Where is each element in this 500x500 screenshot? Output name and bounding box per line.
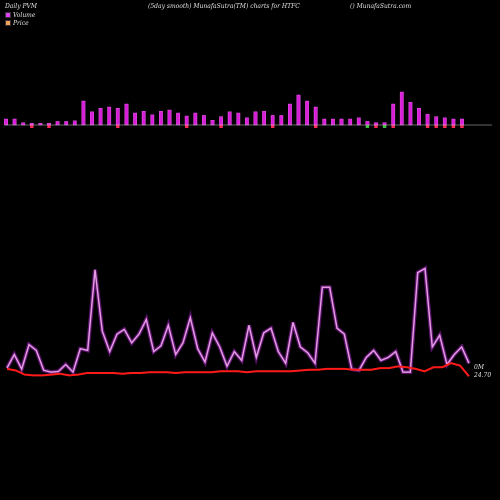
volume-bar bbox=[356, 117, 361, 126]
volume-bar bbox=[408, 101, 413, 126]
volume-bar bbox=[193, 112, 198, 126]
last-price-label: 24.70 bbox=[473, 372, 491, 379]
volume-bar bbox=[288, 103, 292, 126]
legend-label-volume: Volume bbox=[13, 11, 36, 19]
legend-label-price: Price bbox=[13, 19, 29, 27]
volume-bar bbox=[150, 114, 155, 126]
volume-bar-below bbox=[374, 125, 378, 128]
volume-bar bbox=[210, 119, 215, 126]
volume-bar bbox=[219, 116, 223, 126]
volume-bar bbox=[322, 118, 327, 126]
volume-bar-below bbox=[382, 125, 387, 128]
volume-bar-below bbox=[116, 125, 120, 128]
volume-bar bbox=[64, 121, 69, 126]
volume-bars bbox=[4, 91, 464, 128]
chart-title: (5day smooth) MunafaSutra(TM) charts for… bbox=[148, 3, 300, 10]
volume-bar-below bbox=[185, 125, 189, 128]
volume-bar-below bbox=[443, 125, 447, 128]
volume-bar bbox=[115, 107, 120, 126]
volume-bar bbox=[107, 106, 112, 126]
site-credit: () MunafaSutra.com bbox=[350, 3, 412, 10]
volume-bar bbox=[442, 117, 447, 126]
volume-bar bbox=[331, 118, 335, 126]
legend-swatch-price bbox=[5, 20, 11, 26]
volume-bar bbox=[55, 121, 60, 126]
price-line bbox=[6, 362, 470, 377]
volume-bar bbox=[124, 103, 129, 126]
volume-bar bbox=[382, 122, 387, 126]
volume-bar bbox=[90, 111, 94, 126]
volume-bar bbox=[133, 112, 137, 126]
volume-bar-below bbox=[314, 125, 318, 128]
volume-bar-below bbox=[271, 125, 275, 128]
volume-bar bbox=[305, 100, 309, 126]
volume-bar bbox=[296, 94, 301, 126]
volume-bar bbox=[176, 112, 180, 126]
volume-bar bbox=[434, 116, 439, 126]
volume-bar-below bbox=[365, 125, 370, 128]
pvm-line bbox=[6, 267, 470, 374]
legend: Volume Price bbox=[5, 11, 35, 27]
volume-bar bbox=[141, 110, 146, 126]
volume-bar bbox=[279, 115, 284, 126]
volume-bar bbox=[4, 118, 8, 126]
volume-bar-below bbox=[30, 125, 34, 128]
volume-bar-below bbox=[434, 125, 438, 128]
volume-bar-below bbox=[47, 125, 51, 128]
volume-bar bbox=[253, 111, 258, 126]
volume-bar-below bbox=[451, 125, 456, 128]
volume-bar bbox=[227, 111, 232, 126]
volume-bar bbox=[270, 115, 275, 126]
volume-bar bbox=[451, 118, 456, 126]
volume-scale-label: 0M bbox=[474, 364, 485, 371]
volume-bar bbox=[184, 115, 189, 126]
volume-bar-below bbox=[219, 125, 223, 128]
volume-bar bbox=[244, 117, 249, 126]
volume-bar bbox=[167, 109, 172, 126]
volume-bar bbox=[339, 118, 344, 126]
volume-bar bbox=[391, 103, 396, 126]
legend-item-volume: Volume bbox=[5, 11, 35, 19]
volume-bar bbox=[12, 118, 17, 126]
volume-bar bbox=[460, 118, 464, 126]
volume-bar bbox=[72, 120, 77, 126]
volume-bar-below bbox=[425, 125, 430, 128]
volume-bar bbox=[348, 118, 353, 126]
legend-swatch-volume bbox=[5, 12, 11, 18]
volume-bar bbox=[313, 106, 318, 126]
volume-bar bbox=[236, 112, 241, 126]
volume-bar bbox=[425, 113, 430, 126]
chart-subtitle-left: Daily PVM bbox=[5, 3, 38, 10]
volume-bar bbox=[365, 121, 370, 126]
volume-bar bbox=[262, 110, 266, 126]
volume-bar-below bbox=[391, 125, 395, 128]
legend-item-price: Price bbox=[5, 19, 35, 27]
volume-bar bbox=[417, 107, 421, 126]
volume-bar bbox=[98, 107, 103, 126]
volume-bar bbox=[158, 110, 163, 126]
volume-bar-below bbox=[460, 125, 464, 128]
volume-bar bbox=[81, 100, 86, 126]
volume-bar bbox=[21, 122, 26, 126]
volume-bar bbox=[201, 115, 206, 126]
volume-bar bbox=[399, 91, 404, 126]
volume-bar bbox=[374, 122, 378, 126]
